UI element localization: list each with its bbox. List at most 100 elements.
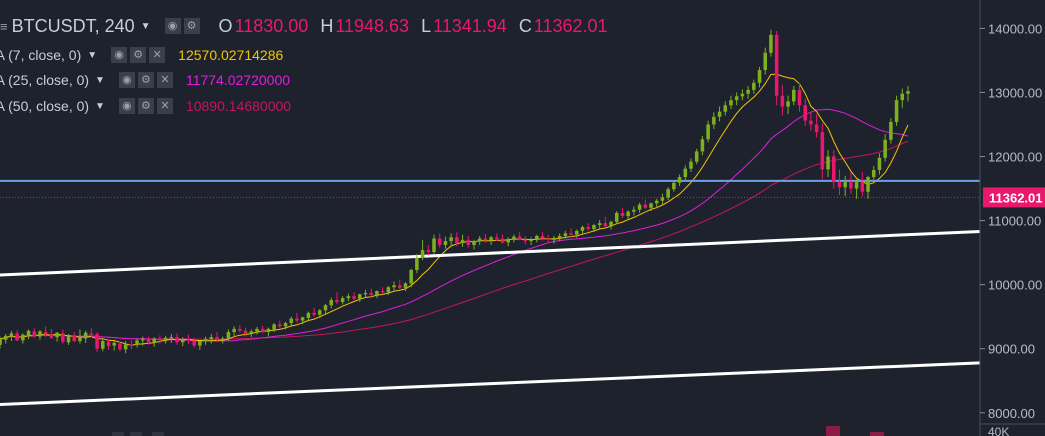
candle-body: [729, 100, 733, 106]
candle-body: [397, 285, 402, 288]
candle-body: [260, 328, 265, 333]
candle-body: [734, 96, 739, 101]
candle-body: [278, 324, 282, 327]
menu-icon[interactable]: ≡: [0, 18, 8, 34]
candle-body: [323, 305, 328, 311]
candle-body: [592, 225, 596, 229]
candle-body: [340, 298, 345, 302]
eye-icon[interactable]: ◉: [118, 72, 135, 88]
gear-icon[interactable]: ⚙: [183, 18, 200, 34]
candle-body: [866, 177, 870, 192]
ma25-line: [0, 108, 909, 342]
candle-body: [180, 339, 185, 343]
candle-body: [118, 343, 122, 350]
candle-body: [95, 333, 99, 349]
candle-body: [238, 328, 242, 331]
candle-body: [557, 235, 562, 238]
candle-body: [906, 91, 910, 94]
candle-body: [243, 330, 248, 334]
candle-body: [814, 124, 819, 133]
candle-body: [763, 52, 768, 71]
candle-body: [752, 82, 756, 90]
gear-icon[interactable]: ⚙: [137, 72, 154, 88]
candle-body: [55, 332, 59, 338]
symbol-buttons: ◉ ⚙: [164, 18, 203, 34]
candle-body: [809, 120, 813, 125]
ma50-label[interactable]: MA (50, close, 0): [0, 98, 90, 114]
candle-body: [495, 237, 499, 239]
candle-body: [101, 341, 105, 349]
trendline-upper[interactable]: [0, 229, 981, 277]
candle-body: [894, 100, 899, 122]
trendline-lower[interactable]: [0, 361, 981, 406]
candle-body: [871, 169, 876, 178]
candle-body: [769, 34, 773, 53]
candle-body: [83, 332, 88, 339]
last-price-label: 11362.01: [989, 190, 1043, 205]
volume-bar: [130, 432, 142, 436]
price-axis[interactable]: [980, 0, 1045, 436]
candle-body: [820, 132, 825, 170]
candle-body: [346, 296, 351, 299]
candle-body: [797, 89, 802, 106]
candle-body: [146, 339, 151, 343]
candle-body: [455, 237, 459, 244]
caret-down-icon[interactable]: ▼: [87, 49, 98, 61]
eye-icon[interactable]: ◉: [164, 18, 181, 34]
candle-body: [620, 212, 625, 217]
volume-bar: [826, 426, 840, 436]
close-icon[interactable]: ✕: [149, 47, 166, 63]
open-key: O: [218, 15, 233, 36]
candle-body: [135, 340, 139, 345]
candle-body: [312, 312, 316, 315]
candle-body: [203, 339, 208, 342]
candle-body: [380, 291, 385, 293]
candle-body: [860, 182, 865, 192]
candle-body: [654, 200, 659, 204]
candle-body: [472, 241, 476, 245]
ma7-buttons: ◉ ⚙ ✕: [111, 47, 168, 63]
eye-icon[interactable]: ◉: [111, 47, 128, 63]
candle-body: [757, 70, 762, 83]
candle-body: [877, 157, 882, 170]
candle-body: [677, 177, 682, 183]
caret-down-icon[interactable]: ▼: [95, 100, 105, 112]
candle-body: [226, 332, 231, 339]
candle-body: [517, 236, 522, 240]
candle-body: [746, 89, 750, 94]
candle-body: [546, 238, 550, 240]
candle-body: [700, 139, 705, 152]
ma25-label[interactable]: MA (25, close, 0): [0, 72, 90, 88]
eye-icon[interactable]: ◉: [118, 98, 135, 114]
candle-body: [49, 333, 54, 338]
candle-body: [363, 292, 368, 295]
ma7-label[interactable]: MA (7, close, 0): [0, 47, 82, 63]
candle-body: [289, 318, 294, 324]
candle-body: [329, 300, 333, 306]
candle-body: [489, 237, 493, 241]
candle-body: [883, 139, 887, 158]
caret-down-icon[interactable]: ▼: [140, 20, 151, 32]
ma50-value: 10890.14680000: [185, 98, 292, 114]
y-tick-label: 10000.00: [988, 278, 1042, 293]
volume-tick-label: 40K: [988, 425, 1009, 436]
y-tick-label: 8000.00: [988, 406, 1035, 421]
gear-icon[interactable]: ⚙: [130, 47, 147, 63]
candle-body: [712, 116, 716, 125]
caret-down-icon[interactable]: ▼: [95, 74, 105, 86]
candle-body: [466, 239, 471, 245]
candle-body: [175, 337, 179, 343]
candle-body: [32, 331, 37, 337]
candle-body: [352, 296, 356, 299]
close-key: C: [518, 15, 532, 36]
ohlc-readout: O 11830.00 H 11948.63 L 11341.94 C 11362…: [219, 16, 620, 37]
candle-body: [717, 111, 722, 117]
gear-icon[interactable]: ⚙: [137, 98, 154, 114]
close-icon[interactable]: ✕: [156, 72, 173, 88]
indicator-ma25: MA (25, close, 0) ▼ ◉ ⚙ ✕ 11774.02720000: [0, 70, 290, 90]
symbol-label[interactable]: BTCUSDT, 240: [11, 15, 135, 36]
candle-body: [900, 93, 905, 101]
candle-body: [706, 124, 710, 140]
close-icon[interactable]: ✕: [156, 98, 173, 114]
candle-body: [477, 238, 482, 242]
